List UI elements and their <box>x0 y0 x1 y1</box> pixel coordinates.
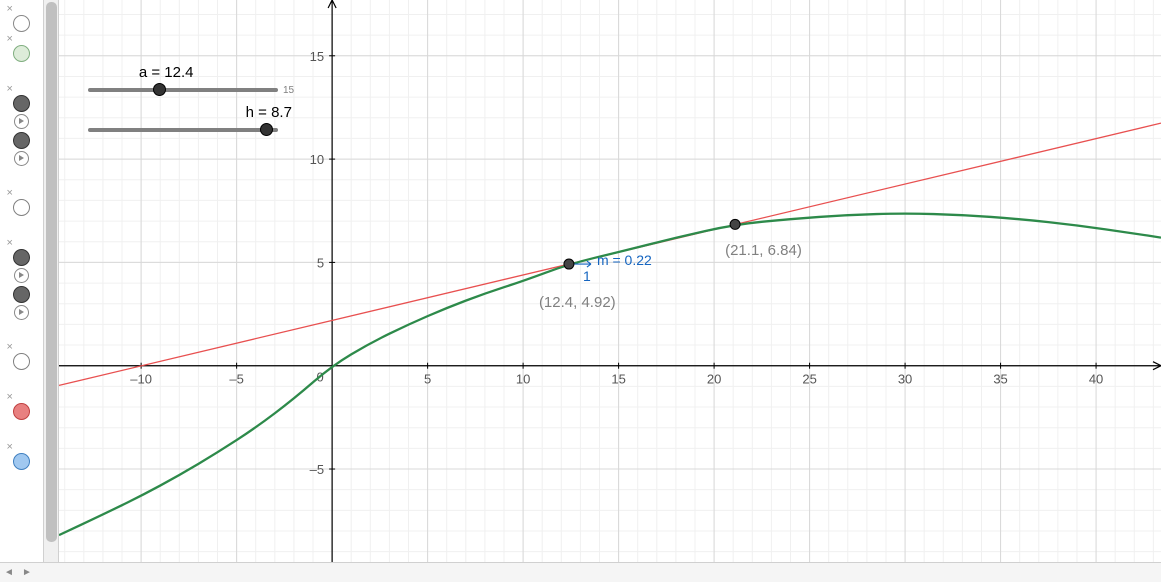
visibility-item[interactable]: × <box>3 342 41 370</box>
svg-text:–5: –5 <box>229 372 243 387</box>
svg-text:–10: –10 <box>130 372 152 387</box>
svg-text:35: 35 <box>993 372 1007 387</box>
vertical-scrollbar[interactable] <box>44 0 59 562</box>
close-icon[interactable]: × <box>7 188 13 198</box>
slider-h-thumb[interactable] <box>260 123 273 136</box>
slider-a-label: a = 12.4 <box>139 64 194 81</box>
slider-h-label: h = 8.7 <box>246 104 292 121</box>
svg-text:40: 40 <box>1089 372 1103 387</box>
play-icon[interactable] <box>14 268 29 283</box>
play-icon[interactable] <box>14 114 29 129</box>
svg-text:–5: –5 <box>310 462 324 477</box>
slider-a-endlabel: 15 <box>283 85 294 96</box>
slope-label-m: m = 0.22 <box>597 252 652 268</box>
visibility-toggle-icon[interactable] <box>13 403 30 420</box>
visibility-toggle-icon[interactable] <box>13 132 30 149</box>
visibility-item[interactable]: × <box>3 238 41 283</box>
visibility-item[interactable]: × <box>3 4 41 32</box>
horizontal-scrollbar[interactable]: ◄ ► <box>0 562 1161 582</box>
svg-text:20: 20 <box>707 372 721 387</box>
close-icon[interactable]: × <box>7 238 13 248</box>
visibility-toggle-icon[interactable] <box>13 453 30 470</box>
svg-text:5: 5 <box>424 372 431 387</box>
close-icon[interactable]: × <box>7 34 13 44</box>
visibility-toggle-icon[interactable] <box>13 249 30 266</box>
point-b[interactable] <box>730 219 740 229</box>
visibility-toggle-icon[interactable] <box>13 45 30 62</box>
close-icon[interactable]: × <box>7 342 13 352</box>
algebra-sidebar: × × × × × × × × <box>0 0 44 562</box>
visibility-item[interactable]: × <box>3 188 41 216</box>
hscroll-left-icon[interactable]: ◄ <box>0 564 18 582</box>
visibility-toggle-icon[interactable] <box>13 199 30 216</box>
visibility-item[interactable]: × <box>3 34 41 62</box>
slider-a-thumb[interactable] <box>153 83 166 96</box>
hscroll-right-icon[interactable]: ► <box>18 564 36 582</box>
svg-text:30: 30 <box>898 372 912 387</box>
svg-text:15: 15 <box>310 49 324 64</box>
point-a[interactable] <box>564 259 574 269</box>
svg-text:10: 10 <box>310 152 324 167</box>
slider-h-track[interactable] <box>88 128 278 132</box>
visibility-item[interactable]: × <box>3 442 41 470</box>
visibility-item[interactable] <box>3 131 41 166</box>
visibility-item[interactable]: × <box>3 392 41 420</box>
graphics-view[interactable]: –10–50510152025303540–551015 a = 12.4 15… <box>59 0 1161 562</box>
visibility-item[interactable] <box>3 285 41 320</box>
visibility-toggle-icon[interactable] <box>13 95 30 112</box>
visibility-toggle-icon[interactable] <box>13 353 30 370</box>
visibility-toggle-icon[interactable] <box>13 286 30 303</box>
point-a-label: (12.4, 4.92) <box>539 294 616 311</box>
svg-text:10: 10 <box>516 372 530 387</box>
play-icon[interactable] <box>14 151 29 166</box>
point-b-label: (21.1, 6.84) <box>725 242 802 259</box>
visibility-toggle-icon[interactable] <box>13 15 30 32</box>
plot-svg: –10–50510152025303540–551015 <box>59 0 1161 562</box>
svg-text:25: 25 <box>802 372 816 387</box>
close-icon[interactable]: × <box>7 4 13 14</box>
play-icon[interactable] <box>14 305 29 320</box>
slider-a-track[interactable] <box>88 88 278 92</box>
close-icon[interactable]: × <box>7 84 13 94</box>
vertical-scrollbar-thumb[interactable] <box>46 2 57 542</box>
close-icon[interactable]: × <box>7 392 13 402</box>
svg-text:5: 5 <box>317 255 324 270</box>
visibility-item[interactable]: × <box>3 84 41 129</box>
close-icon[interactable]: × <box>7 442 13 452</box>
slope-label-1: 1 <box>583 268 591 284</box>
svg-text:15: 15 <box>611 372 625 387</box>
